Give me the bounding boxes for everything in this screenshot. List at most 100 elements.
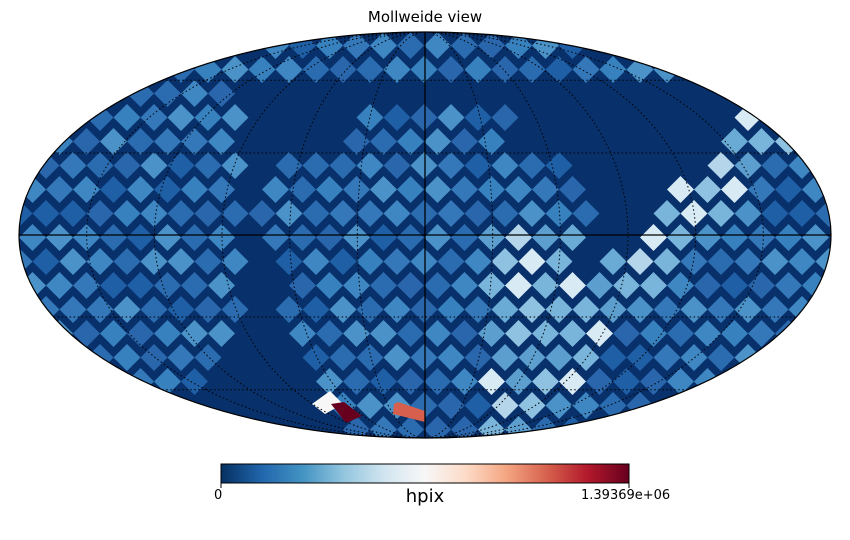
map-pixel — [59, 296, 87, 323]
map-pixel — [721, 224, 748, 251]
map-pixel — [748, 272, 775, 299]
map-pixel — [181, 368, 208, 395]
map-pixel — [370, 368, 397, 395]
map-pixel — [167, 104, 195, 131]
map-pixel — [424, 368, 451, 395]
map-pixel — [383, 152, 411, 179]
map-pixel — [343, 224, 370, 251]
map-pixel — [410, 56, 438, 83]
map-pixel — [19, 200, 33, 227]
map-pixel — [302, 56, 330, 83]
map-pixel — [491, 296, 519, 323]
map-pixel — [518, 56, 546, 83]
map-pixel — [559, 272, 586, 299]
map-pixel — [775, 224, 802, 251]
map-pixel — [140, 248, 168, 275]
map-pixel — [181, 272, 208, 299]
map-pixel — [424, 320, 451, 347]
map-pixel — [478, 368, 505, 395]
map-pixel — [640, 272, 667, 299]
map-pixel — [140, 296, 168, 323]
map-pixel — [491, 104, 519, 131]
map-pixel — [532, 176, 559, 203]
map-pixel — [410, 200, 438, 227]
map-pixel — [464, 152, 492, 179]
meridian-line — [424, 31, 697, 439]
map-pixel — [194, 344, 222, 371]
map-pixel — [289, 224, 316, 251]
map-pixel — [707, 200, 735, 227]
map-pixel — [154, 176, 181, 203]
map-pixel — [127, 128, 154, 155]
map-pixel — [653, 344, 681, 371]
map-pixel — [275, 200, 303, 227]
map-pixel — [680, 296, 708, 323]
map-pixel — [302, 248, 330, 275]
map-pixel — [559, 176, 586, 203]
map-pixel — [586, 368, 613, 395]
map-pixel — [572, 296, 600, 323]
map-pixel — [451, 32, 478, 59]
map-pixel — [761, 152, 789, 179]
map-pixel — [640, 368, 667, 395]
map-pixel — [370, 128, 397, 155]
map-pixel — [86, 296, 114, 323]
map-pixel — [397, 272, 424, 299]
map-pixel — [707, 152, 735, 179]
map-pixel — [302, 296, 330, 323]
map-pixel — [262, 176, 289, 203]
map-pixel — [100, 128, 127, 155]
map-pixel — [613, 368, 640, 395]
map-pixel — [694, 320, 721, 347]
map-pixel — [302, 344, 330, 371]
map-pixel — [559, 224, 586, 251]
map-pixel — [667, 272, 694, 299]
map-pixel — [734, 200, 762, 227]
map-pixel — [734, 296, 762, 323]
map-pixel — [667, 320, 694, 347]
map-pixel — [329, 344, 357, 371]
map-pixel — [505, 224, 532, 251]
map-pixel — [221, 296, 249, 323]
map-pixel — [397, 224, 424, 251]
map-pixel — [289, 272, 316, 299]
map-boundary — [18, 31, 832, 439]
map-pixel — [113, 248, 141, 275]
map-pixel — [505, 320, 532, 347]
map-pixel — [491, 344, 519, 371]
map-pixel — [289, 320, 316, 347]
map-pixel — [518, 296, 546, 323]
map-pixel — [667, 224, 694, 251]
map-pixel — [100, 176, 127, 203]
map-pixel — [478, 128, 505, 155]
map-pixel — [356, 344, 384, 371]
map-pixel — [86, 200, 114, 227]
map-pixel — [640, 224, 667, 251]
map-pixel — [127, 176, 154, 203]
map-pixel — [734, 152, 762, 179]
map-pixel — [248, 200, 276, 227]
map-pixel — [761, 248, 789, 275]
map-pixel — [316, 272, 343, 299]
map-pixel — [356, 104, 384, 131]
map-pixel — [788, 248, 816, 275]
map-pixel — [491, 248, 519, 275]
map-pixel — [343, 128, 370, 155]
map-pixel — [626, 296, 654, 323]
map-pixel — [302, 152, 330, 179]
meridian-line — [153, 31, 426, 439]
map-pixel — [127, 224, 154, 251]
map-pixel — [748, 176, 775, 203]
map-pixel — [437, 344, 465, 371]
map-pixel — [140, 104, 168, 131]
map-pixel — [59, 248, 87, 275]
pixel-layer — [19, 32, 831, 438]
map-pixel — [275, 248, 303, 275]
map-pixel — [532, 272, 559, 299]
map-pixel — [127, 320, 154, 347]
map-pixel — [154, 80, 181, 107]
map-pixel — [194, 200, 222, 227]
map-pixel — [464, 296, 492, 323]
map-pixel — [748, 224, 775, 251]
